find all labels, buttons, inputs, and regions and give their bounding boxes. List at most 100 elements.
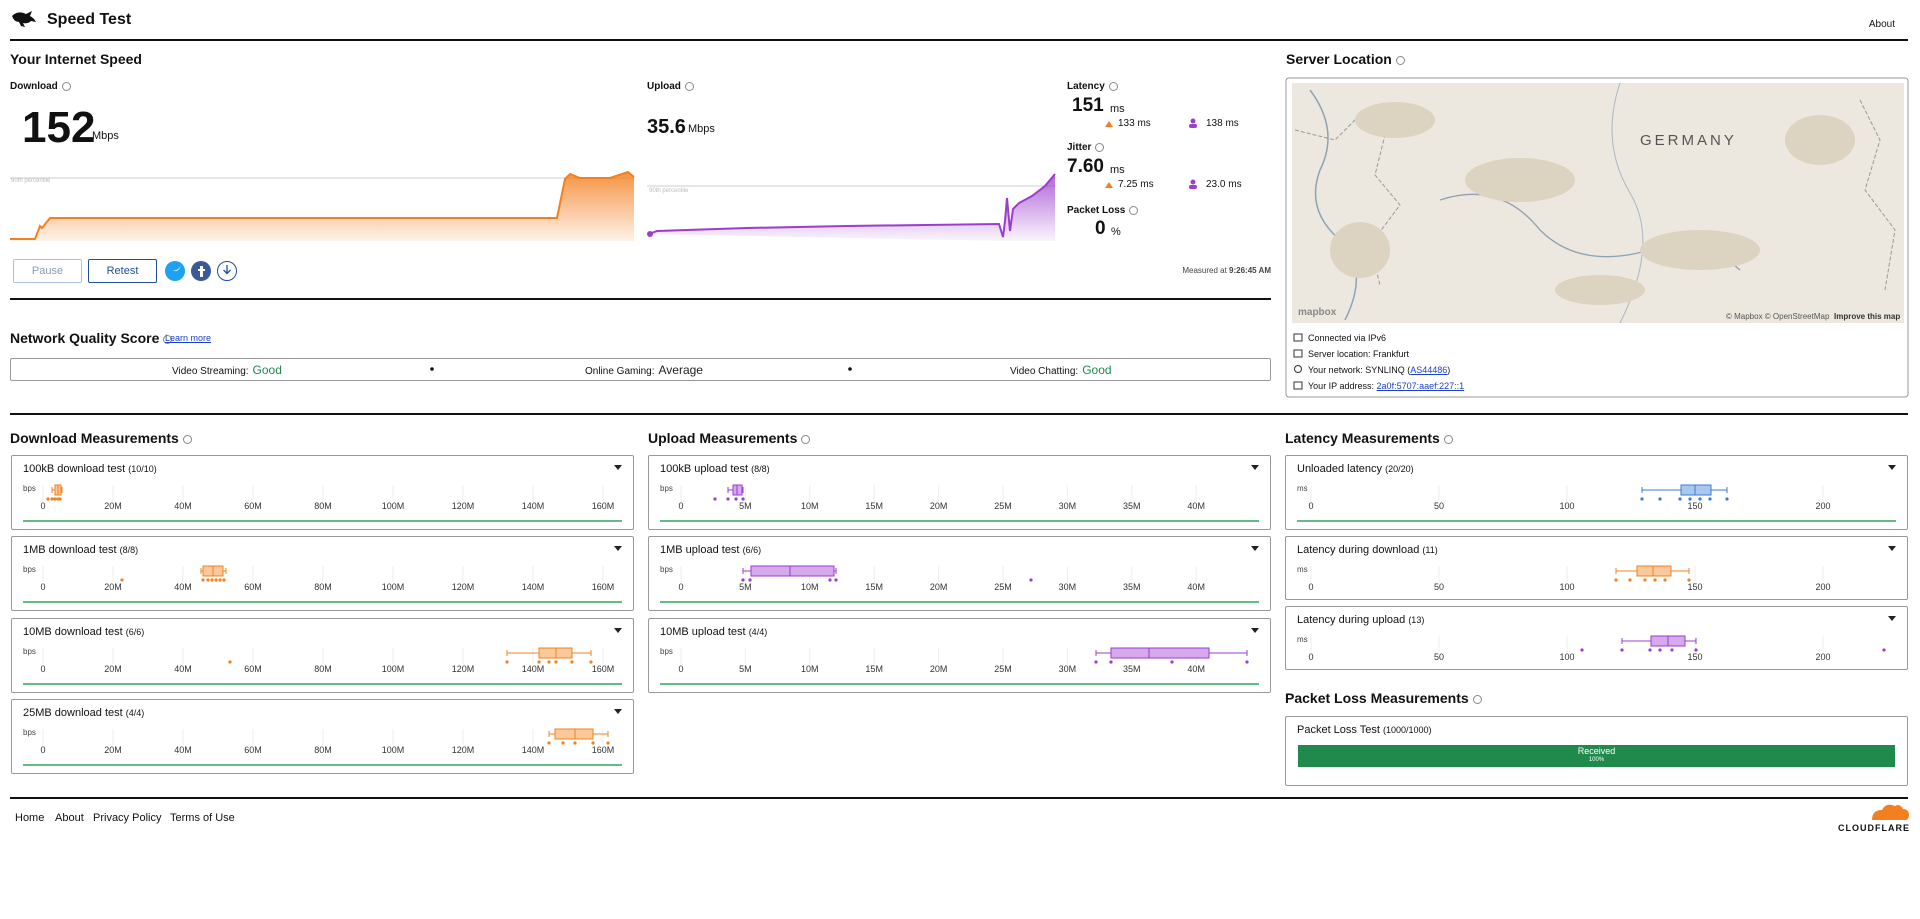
panel-title: Latency during upload (13) (1297, 615, 1424, 626)
unit: ms (1110, 103, 1125, 115)
quality-item: Video Streaming: Good (172, 364, 282, 377)
chevron[interactable] (614, 465, 622, 470)
footer-link[interactable]: Home (15, 812, 45, 824)
point (606, 741, 610, 745)
info-link[interactable]: AS44486 (1410, 365, 1448, 375)
title: Packet Loss Measurements (1285, 690, 1469, 706)
point (554, 660, 558, 664)
up-icon (1189, 124, 1197, 128)
point (828, 578, 832, 582)
axis-unit: bps (660, 565, 673, 574)
test-name: 10MB upload test (660, 626, 746, 638)
panel-title: 10MB upload test (4/4) (660, 627, 767, 638)
chevron[interactable] (614, 709, 622, 714)
chevron[interactable] (1251, 546, 1259, 551)
point (591, 741, 595, 745)
panel (648, 618, 1271, 693)
panel (11, 699, 634, 774)
test-name: 1MB download test (23, 544, 117, 556)
section-title: Download Measurements (10, 431, 192, 445)
title: Server Location (1286, 51, 1392, 67)
tick-label: 100 (1559, 501, 1575, 511)
cloudflare-cloud (1872, 804, 1909, 820)
info-text: Your IP address: (1308, 381, 1377, 391)
about-link[interactable]: About (1868, 19, 1895, 30)
chevron[interactable] (1251, 628, 1259, 633)
down-icon (1105, 121, 1113, 127)
footer-link[interactable]: Terms of Use (170, 812, 235, 824)
section-title: Packet Loss Measurements (1285, 691, 1482, 705)
received-bar (1298, 745, 1895, 767)
chevron[interactable] (1888, 546, 1896, 551)
tick-label: 30M (1058, 582, 1077, 592)
packet-loss-value: 0 (1095, 218, 1106, 239)
panel (648, 455, 1271, 530)
chevron[interactable] (614, 546, 622, 551)
test-name: 1MB upload test (660, 544, 740, 556)
chevron[interactable] (614, 628, 622, 633)
chevron[interactable] (1251, 465, 1259, 470)
unit: Mbps (92, 130, 119, 142)
measured-label: Measured at (1182, 266, 1227, 275)
panel (11, 536, 634, 611)
point (741, 497, 745, 501)
point (53, 497, 57, 501)
test-count: (20/20) (1385, 464, 1414, 474)
tick-label: 20M (104, 582, 122, 592)
percentile-label: 90th percentile (11, 178, 51, 184)
label: Packet Loss (1067, 205, 1126, 217)
metric-label: Download (10, 82, 71, 92)
tick-label: 35M (1123, 582, 1141, 592)
tick-label: 120M (451, 501, 475, 511)
chevron[interactable] (1888, 616, 1896, 621)
tick-label: 160M (591, 664, 615, 674)
metric-label: Jitter (1067, 143, 1105, 153)
box (1680, 484, 1712, 496)
tick-label: 120M (451, 664, 475, 674)
info-link[interactable]: 2a0f:5707:aaef:227::1 (1376, 381, 1465, 391)
info-icon (182, 434, 192, 444)
tick-label: 0 (40, 582, 46, 592)
tick-label: 0 (1308, 501, 1314, 511)
improve-map-link[interactable]: Improve this map (1834, 312, 1901, 321)
quality-rating: Average (658, 363, 703, 377)
title: Latency Measurements (1285, 430, 1440, 446)
chevron[interactable] (1888, 465, 1896, 470)
tick-label: 5M (739, 582, 752, 592)
test-name: 25MB download test (23, 707, 123, 719)
retest-button[interactable]: Retest (88, 259, 157, 283)
quality-label: Online Gaming: (585, 366, 655, 377)
tick-label: 40M (1187, 501, 1205, 511)
point (1620, 648, 1624, 652)
tick-label: 60M (244, 664, 262, 674)
point (46, 497, 50, 501)
tick-label: 40M (174, 664, 192, 674)
server-info: Your IP address: 2a0f:5707:aaef:227::1 (1308, 382, 1464, 391)
server-info: Connected via IPv6 (1308, 334, 1386, 343)
point (734, 497, 738, 501)
info-text: ) (1447, 365, 1451, 375)
info-icon (1129, 206, 1139, 215)
tick-label: 140M (521, 501, 545, 511)
tick-label: 120M (451, 745, 475, 755)
info-icon (684, 82, 694, 91)
learn-more-link[interactable]: Learn more (165, 333, 212, 343)
quality-box (10, 358, 1271, 381)
tick-label: 25M (994, 582, 1012, 592)
footer-link[interactable]: About (55, 812, 84, 824)
down-icon (1105, 182, 1113, 188)
tick-label: 0 (1308, 652, 1314, 662)
test-count: (10/10) (128, 464, 157, 474)
tick-label: 140M (521, 745, 545, 755)
info-icon (801, 434, 811, 444)
footer-link[interactable]: Privacy Policy (93, 812, 162, 824)
point (505, 660, 509, 664)
pause-button[interactable]: Pause (13, 259, 82, 283)
download-chart (10, 170, 635, 241)
point (589, 660, 593, 664)
info-text: Connected via IPv6 (1308, 333, 1387, 343)
latency-down: 133 ms (1118, 118, 1151, 129)
point (222, 578, 226, 582)
map-credit: © Mapbox © OpenStreetMap (1726, 312, 1830, 321)
bar-label: Received (1577, 746, 1616, 756)
